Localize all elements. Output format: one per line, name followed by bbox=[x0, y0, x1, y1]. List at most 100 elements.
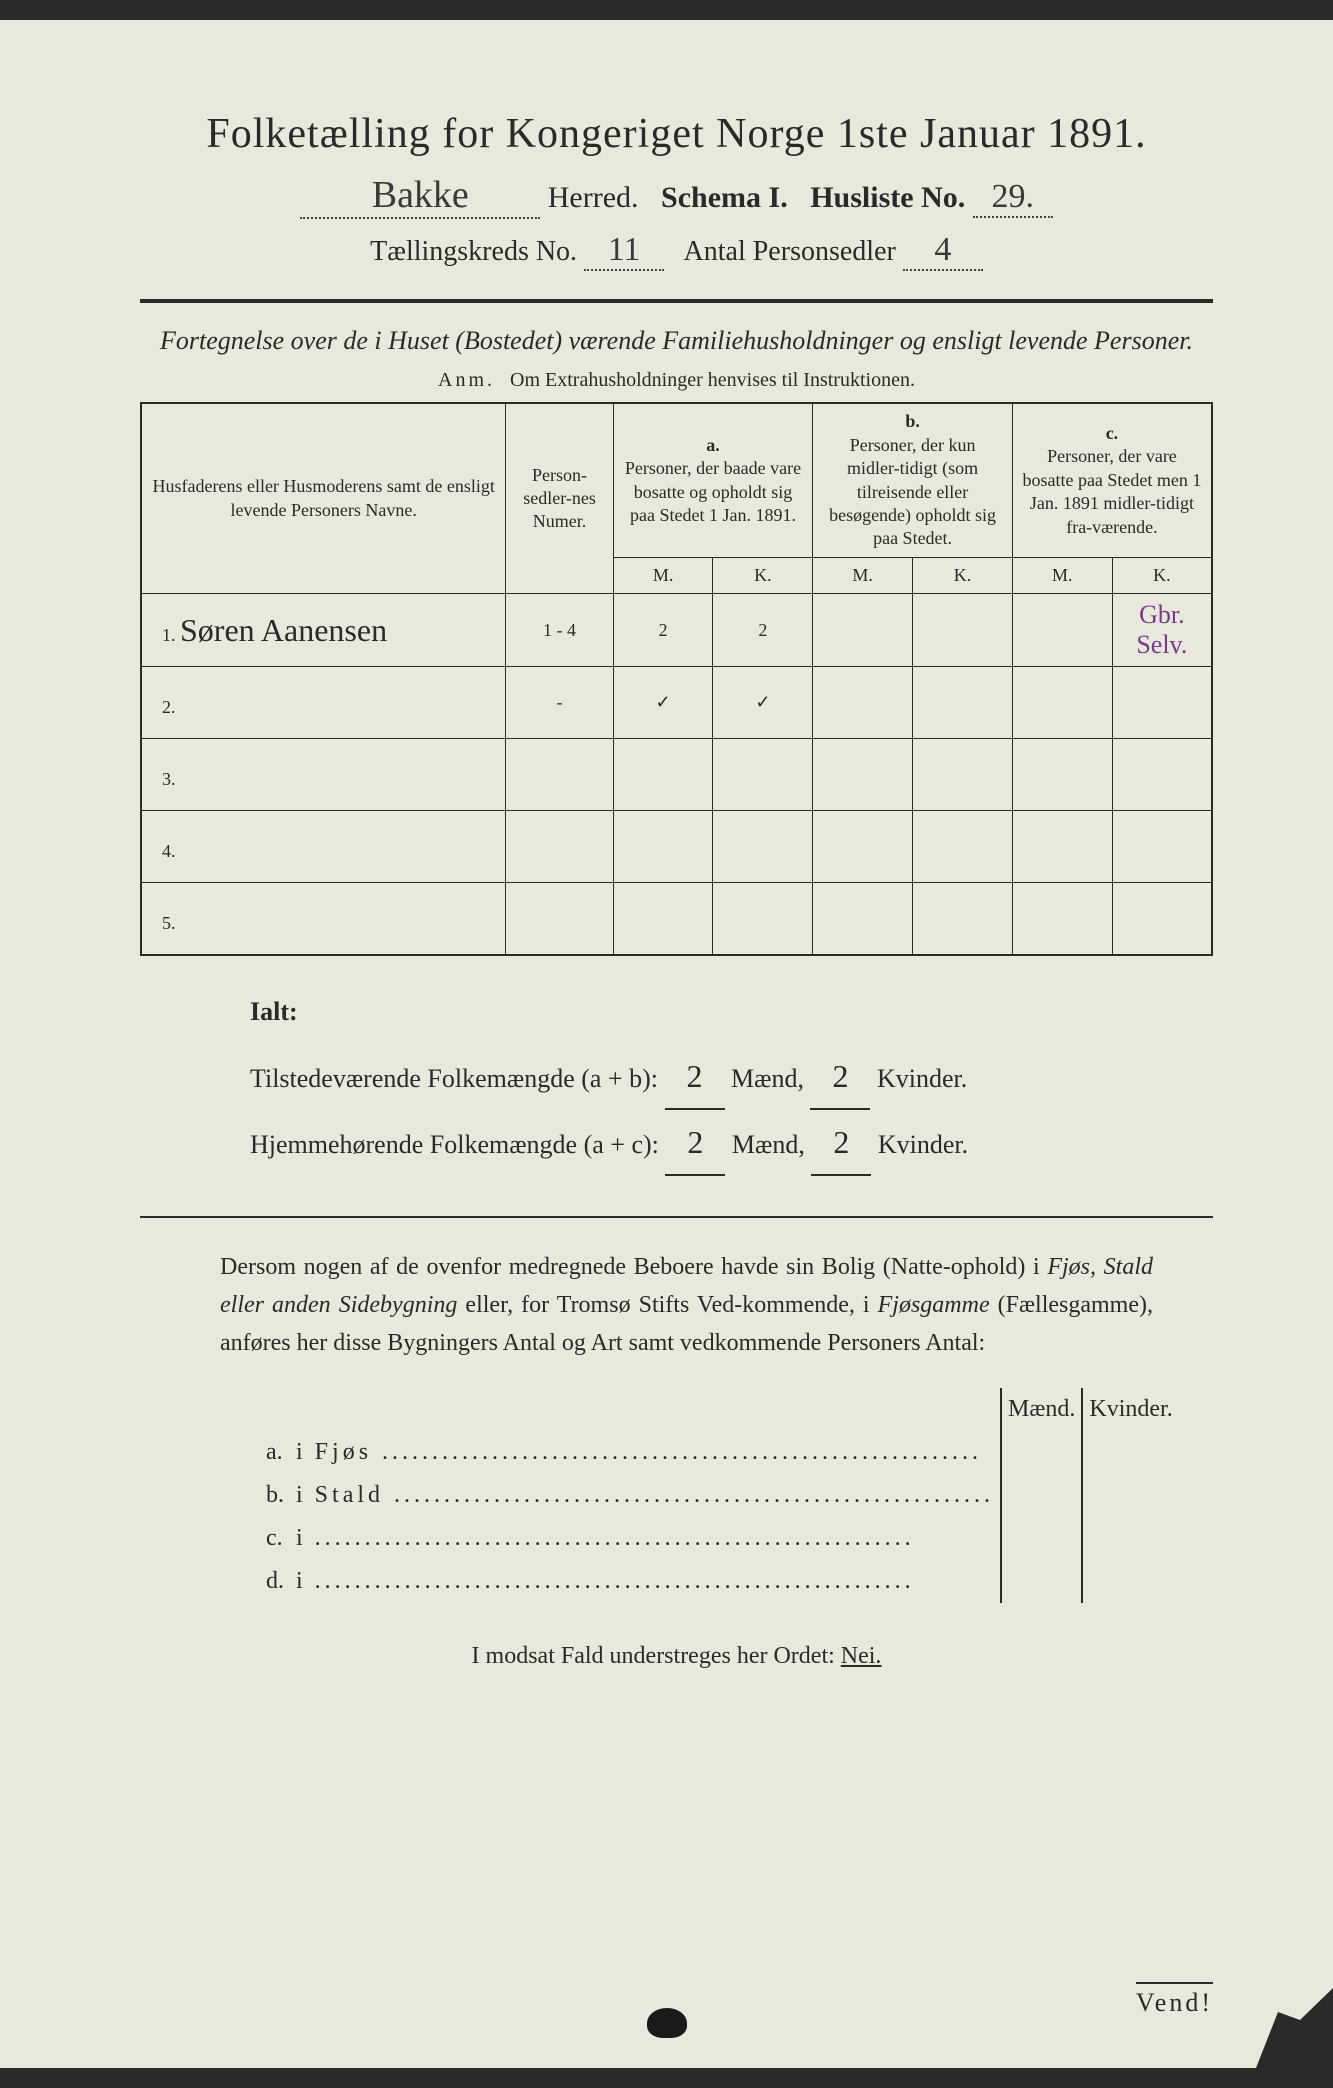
line1-m: 2 bbox=[665, 1044, 725, 1110]
nei-line: I modsat Fald understreges her Ordet: Ne… bbox=[140, 1643, 1213, 1670]
row-cell bbox=[506, 883, 613, 955]
row-cell bbox=[1012, 594, 1112, 667]
divider-2 bbox=[140, 1216, 1213, 1218]
row-cell bbox=[1112, 667, 1212, 739]
kreds-value: 11 bbox=[584, 231, 664, 271]
building-row: a.iFjøs ................................… bbox=[260, 1431, 1179, 1474]
building-paragraph: Dersom nogen af de ovenfor medregnede Be… bbox=[220, 1248, 1153, 1363]
table-row: 3. bbox=[141, 739, 1212, 811]
bld-i: i bbox=[290, 1474, 309, 1517]
bld-k bbox=[1082, 1560, 1178, 1603]
subtitle: Fortegnelse over de i Huset (Bostedet) v… bbox=[140, 323, 1213, 359]
totals-line-2: Hjemmehørende Folkemængde (a + c): 2 Mæn… bbox=[250, 1110, 1213, 1176]
table-row: 4. bbox=[141, 811, 1212, 883]
row-cell: 3. bbox=[141, 739, 506, 811]
row-cell: 1 - 4 bbox=[506, 594, 613, 667]
kreds-label: Tællingskreds No. bbox=[370, 236, 577, 267]
row-cell: - bbox=[506, 667, 613, 739]
bld-type: ........................................… bbox=[309, 1517, 1001, 1560]
line1-k: 2 bbox=[810, 1044, 870, 1110]
row-cell: ✓ bbox=[613, 667, 713, 739]
row-cell: 2. bbox=[141, 667, 506, 739]
husliste-label: Husliste No. bbox=[810, 181, 965, 214]
row-cell bbox=[813, 667, 913, 739]
census-form-page: Folketælling for Kongeriget Norge 1ste J… bbox=[0, 20, 1333, 2068]
col-b-label: b. Personer, der kun midler-tidigt (som … bbox=[813, 403, 1013, 557]
row-cell bbox=[1112, 883, 1212, 955]
row-cell: 5. bbox=[141, 883, 506, 955]
col-b-m: M. bbox=[813, 557, 913, 593]
building-row: c.i ....................................… bbox=[260, 1517, 1179, 1560]
buildings-table: Mænd. Kvinder. a.iFjøs .................… bbox=[260, 1388, 1179, 1603]
vend-label: Vend! bbox=[1136, 1982, 1213, 2018]
col-a-label: a. Personer, der baade vare bosatte og o… bbox=[613, 403, 813, 557]
row-cell bbox=[506, 811, 613, 883]
row-cell: Gbr. Selv. bbox=[1112, 594, 1212, 667]
header-line-3: Tællingskreds No. 11 Antal Personsedler … bbox=[140, 231, 1213, 271]
table-row: 1. Søren Aanensen1 - 422Gbr. Selv. bbox=[141, 594, 1212, 667]
bld-m bbox=[1001, 1431, 1082, 1474]
husliste-value: 29. bbox=[973, 178, 1053, 218]
census-table: Husfaderens eller Husmoderens samt de en… bbox=[140, 402, 1213, 955]
row-cell bbox=[613, 883, 713, 955]
ialt-heading: Ialt: bbox=[250, 997, 298, 1026]
row-cell bbox=[506, 739, 613, 811]
row-cell bbox=[913, 667, 1013, 739]
row-cell bbox=[1012, 667, 1112, 739]
row-cell bbox=[1012, 739, 1112, 811]
row-cell bbox=[713, 883, 813, 955]
ink-blot bbox=[647, 2008, 687, 2038]
herred-label: Herred. bbox=[548, 181, 639, 214]
row-cell bbox=[913, 811, 1013, 883]
herred-value: Bakke bbox=[300, 173, 540, 219]
row-cell bbox=[813, 594, 913, 667]
bld-maend: Mænd. bbox=[1001, 1388, 1082, 1431]
row-cell bbox=[713, 739, 813, 811]
row-cell bbox=[713, 811, 813, 883]
row-cell bbox=[613, 811, 713, 883]
bld-m bbox=[1001, 1517, 1082, 1560]
header-line-2: Bakke Herred. Schema I. Husliste No. 29. bbox=[140, 173, 1213, 219]
bld-type: Stald ..................................… bbox=[309, 1474, 1001, 1517]
row-cell: ✓ bbox=[713, 667, 813, 739]
antal-label: Antal Personsedler bbox=[684, 236, 896, 267]
row-cell bbox=[1012, 883, 1112, 955]
divider bbox=[140, 299, 1213, 303]
table-row: 5. bbox=[141, 883, 1212, 955]
row-cell bbox=[1112, 739, 1212, 811]
row-cell bbox=[913, 883, 1013, 955]
anm-prefix: Anm. bbox=[438, 369, 495, 391]
col-c-label: c. Personer, der vare bosatte paa Stedet… bbox=[1012, 403, 1212, 557]
bld-k bbox=[1082, 1431, 1178, 1474]
row-cell: 2 bbox=[613, 594, 713, 667]
building-row: d.i ....................................… bbox=[260, 1560, 1179, 1603]
bld-k bbox=[1082, 1474, 1178, 1517]
totals-line-1: Tilstedeværende Folkemængde (a + b): 2 M… bbox=[250, 1044, 1213, 1110]
row-cell bbox=[813, 739, 913, 811]
antal-value: 4 bbox=[903, 231, 983, 271]
col-c-m: M. bbox=[1012, 557, 1112, 593]
line2-k: 2 bbox=[811, 1110, 871, 1176]
row-cell bbox=[813, 883, 913, 955]
bld-k bbox=[1082, 1517, 1178, 1560]
col-a-m: M. bbox=[613, 557, 713, 593]
buildings-table-wrap: Mænd. Kvinder. a.iFjøs .................… bbox=[260, 1388, 1153, 1603]
row-cell bbox=[613, 739, 713, 811]
bld-letter: c. bbox=[260, 1517, 290, 1560]
row-cell bbox=[1112, 811, 1212, 883]
col-name-header: Husfaderens eller Husmoderens samt de en… bbox=[141, 403, 506, 593]
col-b-k: K. bbox=[913, 557, 1013, 593]
row-cell bbox=[813, 811, 913, 883]
annotation-line: Anm. Om Extrahusholdninger henvises til … bbox=[140, 369, 1213, 392]
page-tear bbox=[1223, 1988, 1333, 2068]
row-cell: 1. Søren Aanensen bbox=[141, 594, 506, 667]
bld-m bbox=[1001, 1474, 1082, 1517]
line2-m: 2 bbox=[665, 1110, 725, 1176]
nei-word: Nei. bbox=[841, 1643, 882, 1669]
col-num-header: Person-sedler-nes Numer. bbox=[506, 403, 613, 593]
bld-letter: b. bbox=[260, 1474, 290, 1517]
anm-text: Om Extrahusholdninger henvises til Instr… bbox=[510, 369, 915, 391]
table-row: 2. -✓✓ bbox=[141, 667, 1212, 739]
bld-i: i bbox=[290, 1560, 309, 1603]
totals-block: Ialt: Tilstedeværende Folkemængde (a + b… bbox=[250, 986, 1213, 1176]
